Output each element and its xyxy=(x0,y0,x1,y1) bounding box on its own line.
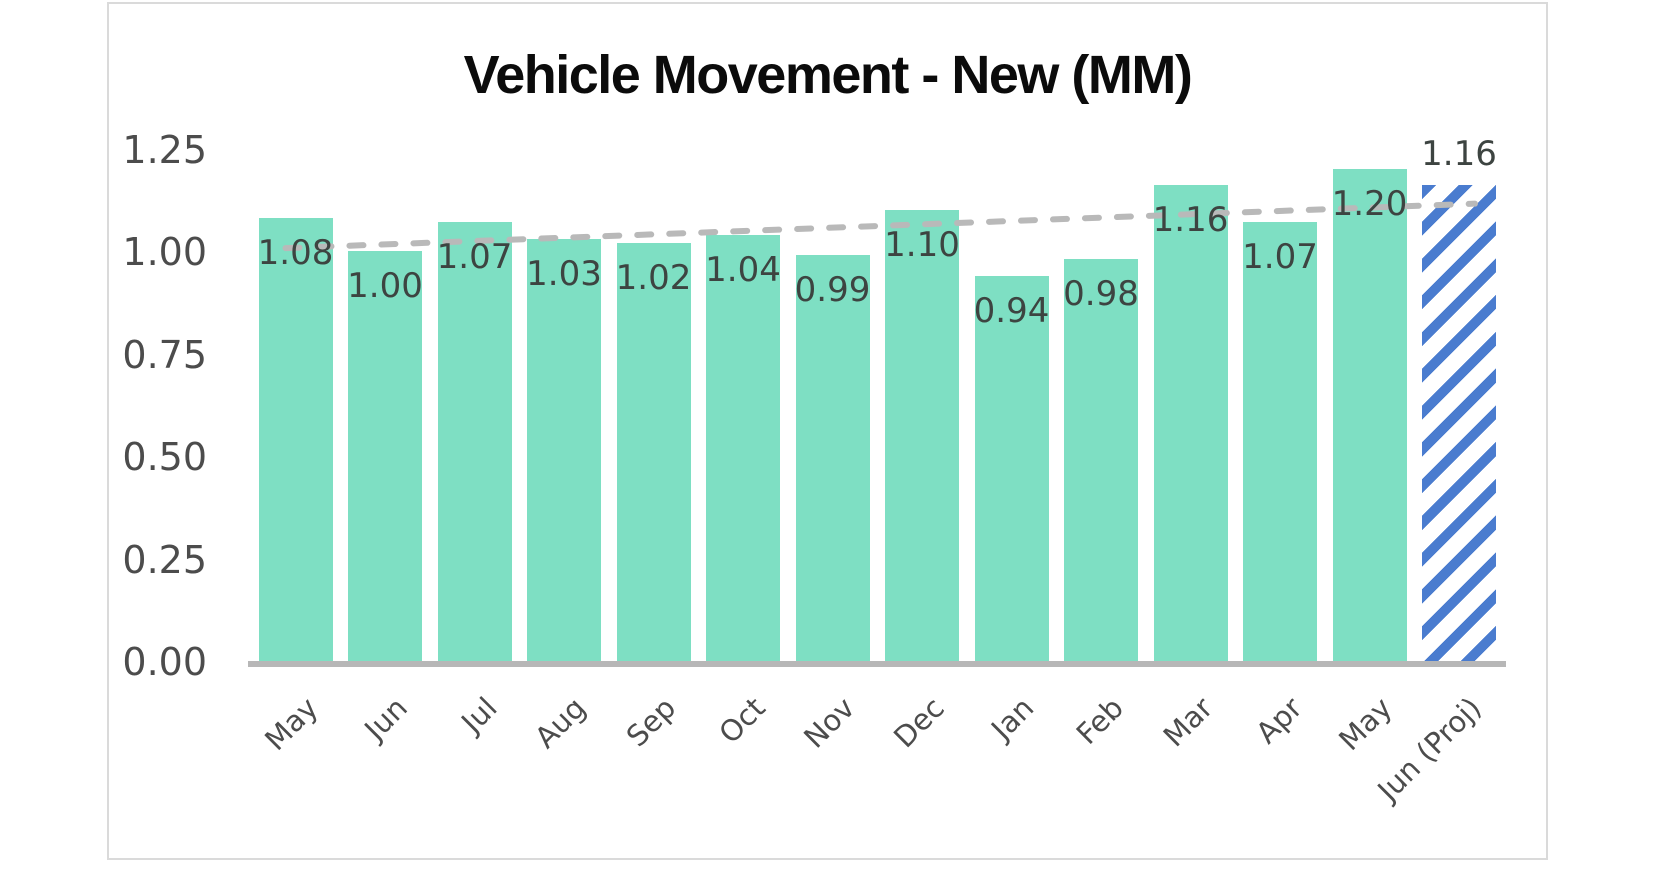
x-axis-label: Oct xyxy=(712,690,772,751)
x-axis-label: May xyxy=(1331,690,1399,758)
bar-value-label: 1.07 xyxy=(1242,237,1318,278)
x-axis-label: Nov xyxy=(797,690,862,755)
bar xyxy=(1243,222,1317,661)
y-axis-tick-label: 1.25 xyxy=(122,127,207,172)
bar-value-label: 0.98 xyxy=(1063,274,1139,315)
bar xyxy=(885,210,959,661)
x-axis-label: Mar xyxy=(1156,690,1220,754)
bar xyxy=(258,218,333,661)
bar-value-label: 1.08 xyxy=(257,233,334,274)
x-axis-label: Jan xyxy=(984,690,1041,747)
x-axis-label: Dec xyxy=(886,690,951,755)
chart-title: Vehicle Movement - New (MM) xyxy=(463,45,1193,105)
bar xyxy=(1332,169,1407,661)
x-axis-label: Feb xyxy=(1069,690,1130,751)
bar xyxy=(795,255,870,661)
chart-card: Vehicle Movement - New (MM) 1.25 1.00 0.75… xyxy=(107,2,1548,860)
bar-value-label: 1.00 xyxy=(347,266,423,306)
x-axis-label: Aug xyxy=(528,690,593,755)
y-axis-tick-label: 0.00 xyxy=(122,640,207,684)
bar xyxy=(616,242,691,661)
y-axis-tick-label: 0.75 xyxy=(122,332,207,377)
bar xyxy=(974,275,1049,661)
bar-value-label: 1.10 xyxy=(884,225,960,265)
bar-value-label: 1.16 xyxy=(1421,134,1497,175)
x-axis-label: Apr xyxy=(1249,690,1309,751)
bar-value-label: 1.16 xyxy=(1152,200,1229,241)
y-axis-tick-label: 0.25 xyxy=(122,537,207,582)
bar-value-label: 1.07 xyxy=(436,237,513,278)
y-axis-tick-label: 0.50 xyxy=(122,435,207,479)
x-axis-label: May xyxy=(257,690,325,758)
bar xyxy=(527,238,601,661)
bar xyxy=(706,234,780,661)
x-axis-label: Sep xyxy=(619,690,683,754)
bar xyxy=(437,222,512,661)
bar-value-label: 1.02 xyxy=(615,257,692,298)
y-axis-tick-label: 1.00 xyxy=(122,230,207,274)
bar-value-label: 1.03 xyxy=(526,253,602,294)
bar xyxy=(1064,259,1138,661)
bar-value-label: 0.99 xyxy=(794,270,871,311)
x-axis-label: Jul xyxy=(454,690,504,740)
projected-bar xyxy=(1422,185,1496,661)
bar xyxy=(1153,185,1228,661)
bar-value-label: 0.94 xyxy=(973,290,1050,331)
bar-value-label: 1.20 xyxy=(1331,184,1408,224)
bar xyxy=(348,251,422,661)
x-axis-line xyxy=(248,661,1506,667)
bar-value-label: 1.04 xyxy=(705,249,781,290)
x-axis-label: Jun xyxy=(357,690,414,747)
